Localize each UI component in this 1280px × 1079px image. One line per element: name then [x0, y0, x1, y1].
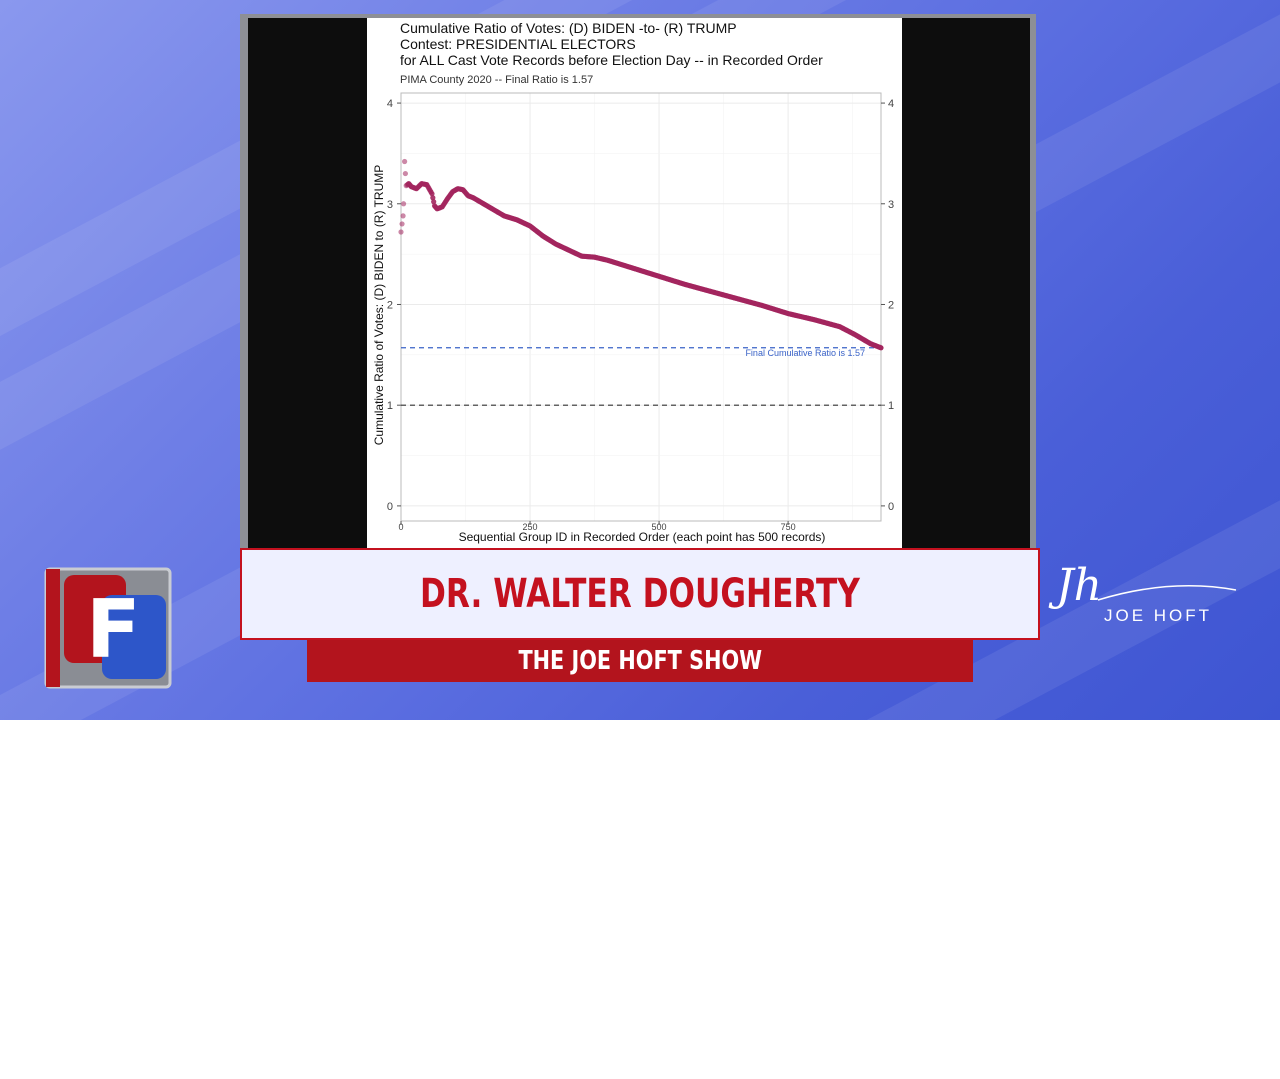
right-y-tick-label: 3	[888, 199, 894, 211]
data-point	[402, 170, 408, 177]
show-name: THE JOE HOFT SHOW	[518, 646, 762, 676]
x-tick-label: 250	[523, 522, 538, 532]
chart-title-line-3: for ALL Cast Vote Records before Electio…	[400, 52, 823, 68]
y-tick-label: 3	[387, 199, 393, 211]
plot-area: 0 1 2 3 4 0 1 2 3 4 0 250 500 750 Final Cumulative Rat…	[387, 92, 894, 532]
guest-name: DR. WALTER DOUGHERTY	[420, 571, 860, 617]
joe-hoft-logo: Jh JOE HOFT	[1050, 560, 1240, 630]
x-tick-label: 750	[781, 522, 796, 532]
right-y-tick-label: 2	[888, 299, 894, 311]
x-axis-label: Sequential Group ID in Recorded Order (e…	[459, 530, 826, 544]
chart-title-line-1: Cumulative Ratio of Votes: (D) BIDEN -to…	[400, 20, 737, 36]
data-point	[878, 345, 884, 351]
chart-titles: Cumulative Ratio of Votes: (D) BIDEN -to…	[400, 20, 823, 86]
lower-third-name-bar: DR. WALTER DOUGHERTY	[240, 548, 1040, 640]
x-tick-label: 500	[652, 522, 667, 532]
y-tick-label: 2	[387, 299, 393, 311]
y-axis-label: Cumulative Ratio of Votes: (D) BIDEN to …	[372, 165, 386, 446]
right-y-tick-label: 1	[888, 400, 894, 412]
jh-script-logo: Jh	[1056, 560, 1102, 611]
y-tick-label: 0	[387, 501, 393, 513]
f-logo-icon: F	[42, 565, 174, 691]
right-y-tick-label: 0	[888, 501, 894, 513]
f-logo-letter: F	[86, 583, 141, 676]
chart-subtitle: PIMA County 2020 -- Final Ratio is 1.57	[400, 74, 593, 86]
data-point	[431, 199, 437, 205]
data-point	[429, 191, 435, 197]
chart-title-line-2: Contest: PRESIDENTIAL ELECTORS	[400, 36, 636, 52]
data-point	[400, 201, 407, 207]
data-point	[430, 195, 436, 201]
data-point	[399, 221, 405, 227]
data-point	[402, 158, 408, 165]
chart-panel: Cumulative Ratio of Votes: (D) BIDEN -to…	[367, 18, 902, 548]
reference-line-label: Final Cumulative Ratio is 1.57	[745, 348, 865, 358]
chart-svg: Cumulative Ratio of Votes: (D) BIDEN -to…	[372, 20, 894, 544]
joe-hoft-wordmark: JOE HOFT	[1104, 606, 1213, 625]
x-tick-label: 0	[398, 522, 403, 532]
y-tick-label: 1	[387, 400, 393, 412]
data-point	[398, 229, 404, 235]
lower-third-show-bar: THE JOE HOFT SHOW	[307, 640, 973, 682]
plot-border	[400, 92, 882, 522]
y-tick-label: 4	[387, 98, 393, 110]
right-y-tick-label: 4	[888, 98, 894, 110]
data-point	[400, 213, 406, 219]
